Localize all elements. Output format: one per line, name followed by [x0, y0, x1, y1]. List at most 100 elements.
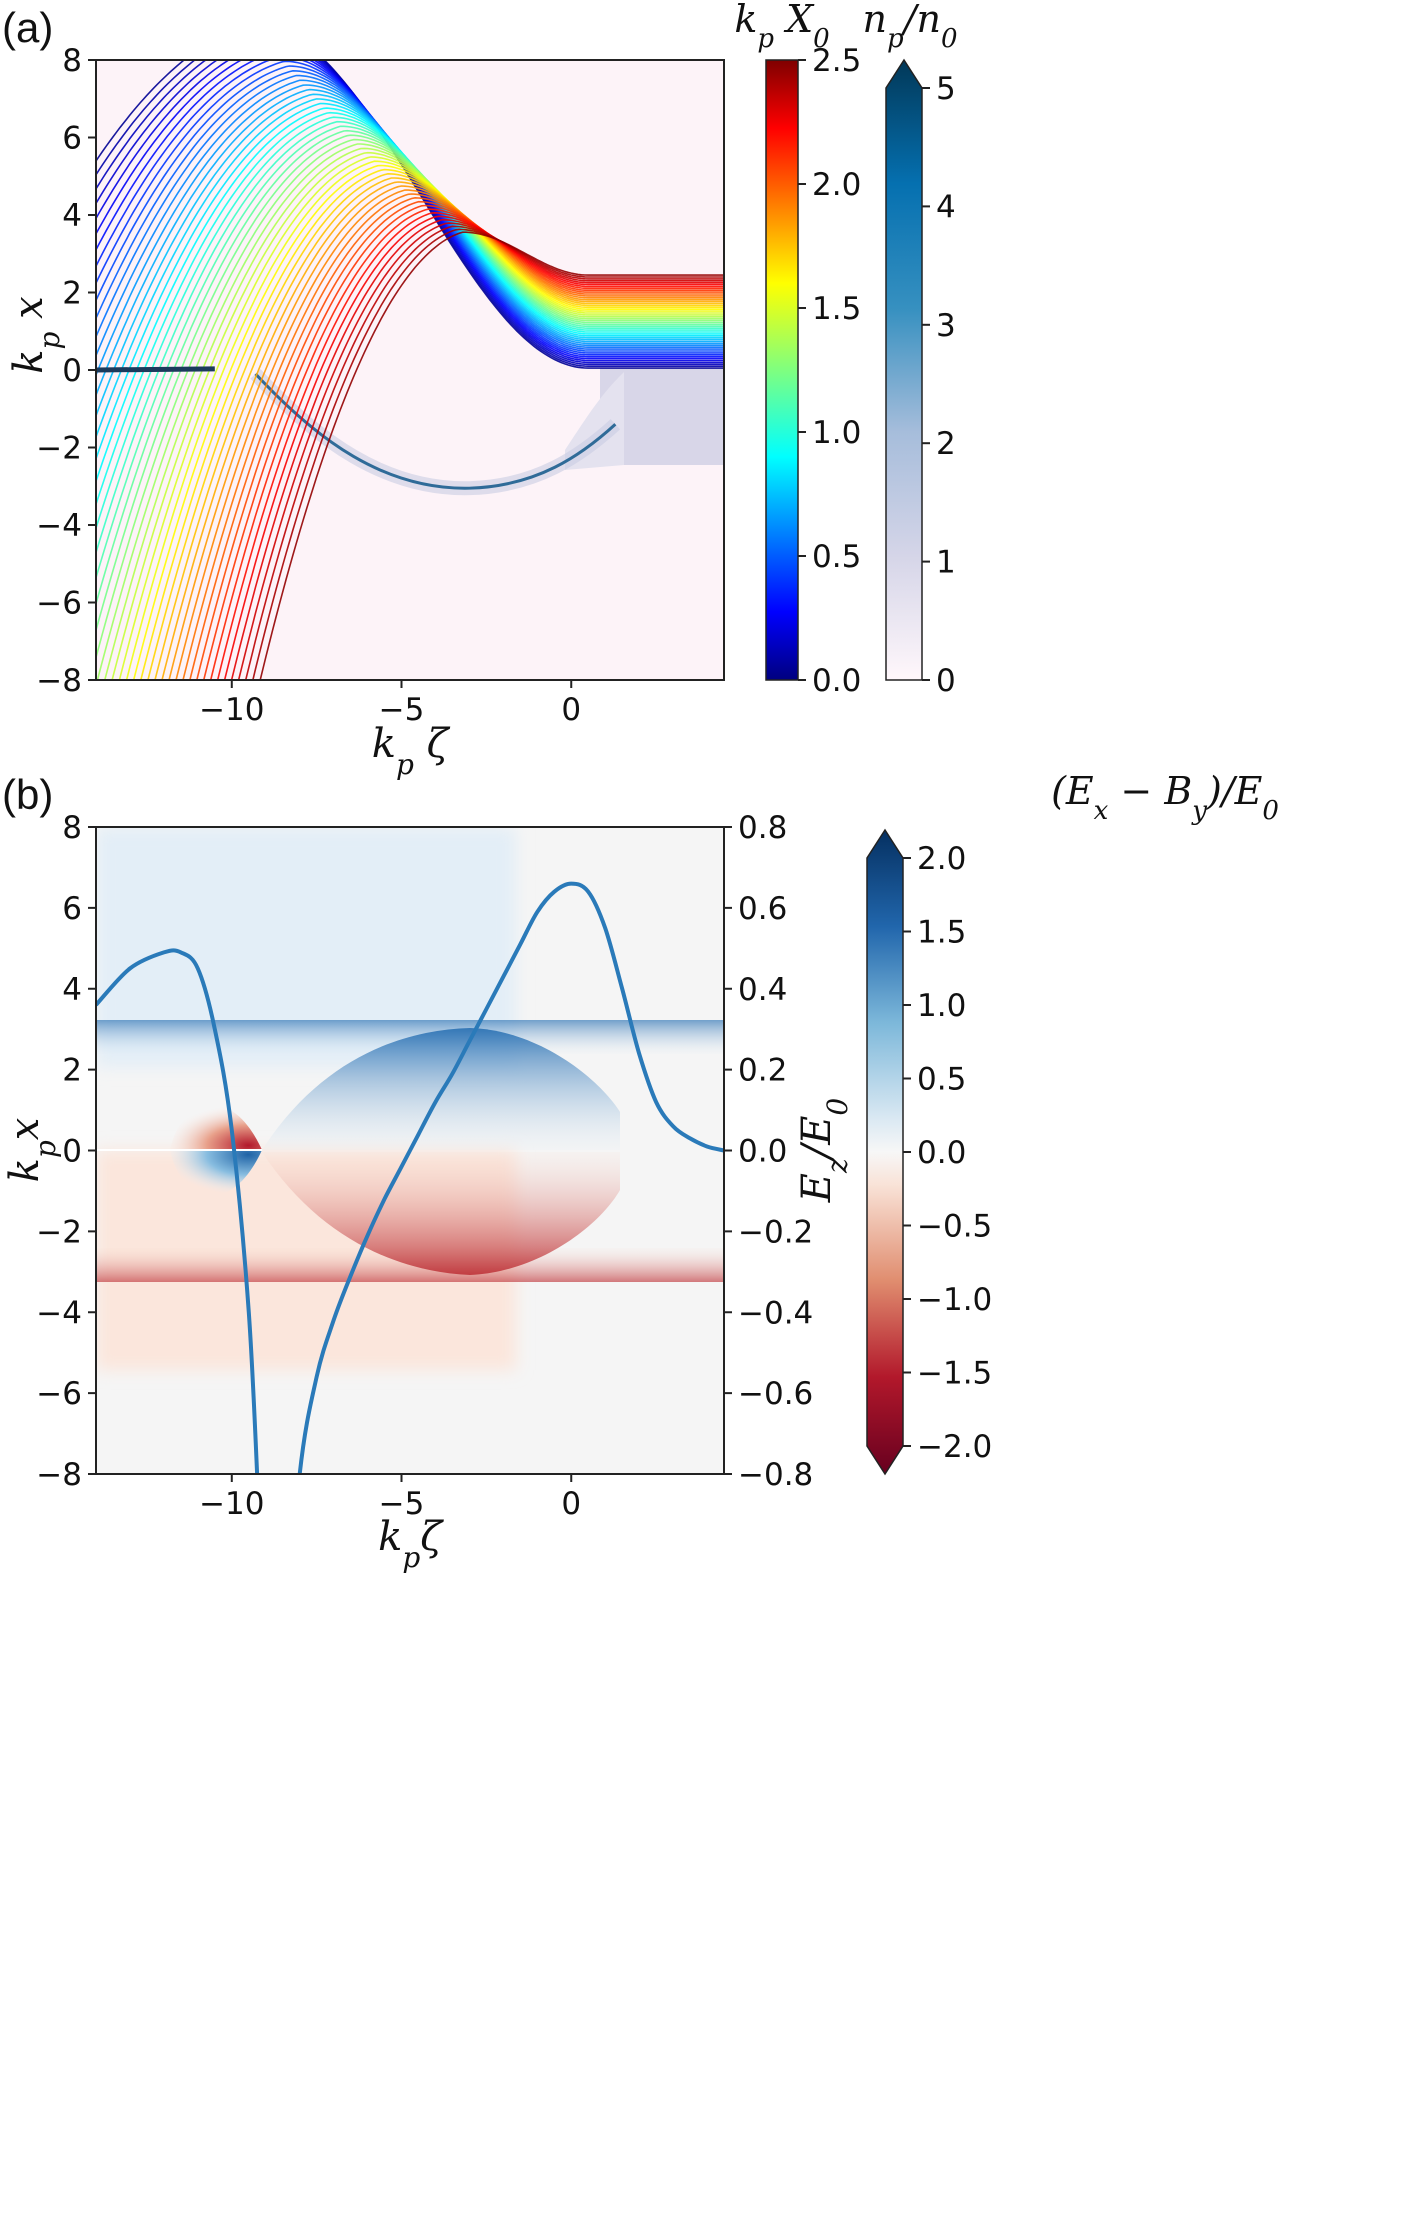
panel-b-y2tick-label: −0.8 — [738, 1457, 813, 1493]
panel-b-ytick-label: −6 — [36, 1376, 82, 1412]
panel-b-y2tick-label: 0.4 — [738, 972, 787, 1008]
colorbar-field-tick-label: 1.5 — [917, 915, 966, 951]
panel-b-y2tick-label: −0.4 — [738, 1295, 813, 1331]
panel-b-y2tick-label: −0.6 — [738, 1376, 813, 1412]
field-bubble-bottom — [262, 1152, 620, 1275]
colorbar-kpX0-tick-label: 2.5 — [812, 43, 861, 79]
colorbar-field-tick-label: −0.5 — [917, 1209, 992, 1245]
trajectory-line — [244, 225, 724, 680]
panel-a-xtick-label: 0 — [561, 692, 581, 728]
panel-a-xlabel: kp ζ — [372, 721, 451, 781]
panel-b-ytick-label: −4 — [36, 1295, 82, 1331]
ez-line — [96, 881, 724, 1474]
colorbar-kpX0-title: kp X0 — [734, 0, 829, 54]
trajectory-line — [118, 156, 724, 680]
colorbar-kpX0-tick-label: 0.5 — [812, 539, 861, 575]
colorbar-field-title: (Ex − By)/E0 — [1051, 769, 1279, 826]
colorbar-field-tick-label: 0.0 — [917, 1135, 966, 1171]
trajectory-line — [161, 181, 724, 680]
trajectory-line — [223, 215, 724, 680]
panel-b-y2tick-label: 0.8 — [738, 810, 787, 846]
trajectory-line — [132, 164, 724, 680]
panel-a-ytick-label: 8 — [62, 43, 82, 79]
density-sheath-curves — [250, 369, 621, 496]
panel-b-ytick-label: −8 — [36, 1457, 82, 1493]
panel-b-xtick-label: −5 — [379, 1486, 425, 1522]
colorbar-density-tick-label: 0 — [936, 663, 956, 699]
panel-b-y2tick-label: −0.2 — [738, 1214, 813, 1250]
colorbar-density-tick-label: 4 — [936, 189, 956, 225]
panel-a-ytick-label: −2 — [36, 431, 82, 467]
panel-b-ytick-label: 2 — [62, 1053, 82, 1089]
panel-b-xlabel: kpζ — [378, 1514, 444, 1574]
panel-b-ytick-label: 6 — [62, 891, 82, 927]
trajectory-line — [230, 218, 724, 680]
panel-b-y2tick-label: 0.0 — [738, 1134, 787, 1170]
colorbar-field — [866, 828, 904, 1476]
trajectory-line — [259, 231, 724, 680]
colorbar-density-ticks: 0 1 2 3 4 5 — [922, 71, 956, 699]
panel-b-ytick-label: 8 — [62, 810, 82, 846]
panel-b-ytick-label: 4 — [62, 972, 82, 1008]
colorbar-field-tick-label: 2.0 — [917, 841, 966, 877]
panel-b-xtick-label: −10 — [199, 1486, 264, 1522]
trajectory-line — [139, 168, 724, 680]
colorbar-kpX0-tick-label: 1.0 — [812, 415, 861, 451]
colorbar-density — [885, 58, 923, 681]
trajectory-line — [103, 147, 724, 680]
trajectory-line — [182, 193, 724, 680]
trapped-beam — [96, 366, 215, 373]
colorbar-kpX0-tick-label: 2.0 — [812, 167, 861, 203]
trajectory-line — [175, 189, 724, 680]
trajectory-line — [202, 204, 724, 680]
panel-a-ytick-label: 6 — [62, 121, 82, 157]
colorbar-field-tick-label: −2.0 — [917, 1429, 992, 1465]
panel-a-ytick-label: 4 — [62, 198, 82, 234]
colorbar-density-tick-label: 3 — [936, 308, 956, 344]
trajectory-line — [237, 222, 724, 680]
colorbar-density-title: np/n0 — [863, 0, 958, 54]
colorbar-kpX0-tick-label: 0.0 — [812, 663, 861, 699]
colorbar-field-tick-label: −1.5 — [917, 1356, 992, 1392]
panel-a-ytick-label: 2 — [62, 276, 82, 312]
panel-a-ylabel: kp x — [6, 296, 66, 373]
electron-trajectories — [96, 60, 724, 680]
trajectory-line — [111, 151, 724, 680]
panel-b-axes: −10 −5 0 −8 −6 −4 −2 0 2 4 6 8 −0.8 −0.6 −0.4 −0.2 0.0 0.… — [36, 810, 813, 1522]
colorbar-kpX0-tick-label: 1.5 — [812, 291, 861, 327]
panel-a-xtick-label: −5 — [379, 692, 425, 728]
panel-b-y2tick-label: 0.6 — [738, 891, 787, 927]
trajectory-line — [154, 177, 724, 680]
colorbar-density-tick-label: 5 — [936, 71, 956, 107]
panel-b-xtick-label: 0 — [561, 1486, 581, 1522]
panel-a-label: (a) — [2, 4, 53, 51]
trajectory-line — [147, 172, 724, 680]
panel-a-ytick-label: −8 — [36, 663, 82, 699]
colorbar-kpX0-ticks: 0.0 0.5 1.0 1.5 2.0 2.5 — [798, 43, 861, 699]
trajectory-line — [252, 228, 724, 680]
trajectory-line — [96, 143, 724, 680]
panel-a-ytick-label: −4 — [36, 508, 82, 544]
panel-b-plot-area — [96, 827, 724, 1474]
density-sheath — [600, 368, 724, 465]
colorbar-field-tick-label: 0.5 — [917, 1062, 966, 1098]
colorbar-density-tick-label: 1 — [936, 545, 956, 581]
density-sheath-edge — [254, 372, 617, 490]
colorbar-field-tick-label: −1.0 — [917, 1282, 992, 1318]
trajectory-line — [125, 160, 724, 680]
trajectory-line — [168, 185, 724, 680]
panel-b-ylabel: kpx — [2, 1118, 62, 1183]
trajectory-line — [189, 196, 724, 680]
panel-b-y2tick-label: 0.2 — [738, 1053, 787, 1089]
panel-b-ytick-label: 0 — [62, 1134, 82, 1170]
colorbar-density-tick-label: 2 — [936, 426, 956, 462]
field-blue-lobe — [170, 1150, 262, 1196]
trajectory-line — [216, 211, 724, 680]
panel-a-axes: −10 −5 0 −8 −6 −4 −2 0 2 4 6 8 — [36, 43, 581, 728]
colorbar-field-tick-label: 1.0 — [917, 988, 966, 1024]
panel-a-ytick-label: −6 — [36, 586, 82, 622]
field-red-lobe — [170, 1104, 262, 1150]
panel-b-ytick-label: −2 — [36, 1214, 82, 1250]
trajectory-line — [209, 208, 724, 680]
